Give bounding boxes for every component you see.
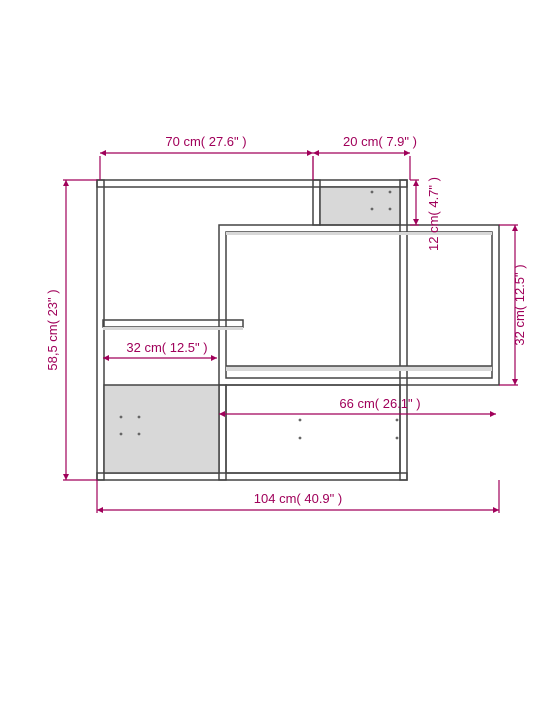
dimension-h585: 58,5 cm( 23" ) <box>45 180 97 480</box>
dimension-label: 70 cm( 27.6" ) <box>165 134 246 149</box>
dowel-dot <box>299 437 302 440</box>
dowel-dot <box>396 419 399 422</box>
dimension-w66: 66 cm( 26.1" ) <box>219 396 496 414</box>
dowel-dot <box>299 419 302 422</box>
dimension-h32: 32 cm( 12.5" ) <box>499 225 527 385</box>
dimension-label: 12 cm( 4.7" ) <box>426 177 441 251</box>
dimension-label: 32 cm( 12.5" ) <box>512 264 527 345</box>
dowel-dot <box>389 208 392 211</box>
dowel-dot <box>371 191 374 194</box>
dimension-h12: 12 cm( 4.7" ) <box>410 177 441 251</box>
dowel-dot <box>138 433 141 436</box>
dowel-dot <box>389 191 392 194</box>
dowel-dot <box>396 437 399 440</box>
dimension-w70: 70 cm( 27.6" ) <box>100 134 313 180</box>
dowel-dot <box>120 433 123 436</box>
dimension-w20: 20 cm( 7.9" ) <box>313 134 417 180</box>
dimension-label: 104 cm( 40.9" ) <box>254 491 342 506</box>
dimension-w32: 32 cm( 12.5" ) <box>103 340 217 358</box>
dimension-w104: 104 cm( 40.9" ) <box>97 480 499 513</box>
dimension-label: 32 cm( 12.5" ) <box>126 340 207 355</box>
dimension-label: 20 cm( 7.9" ) <box>343 134 417 149</box>
dimension-diagram: 70 cm( 27.6" ) 20 cm( 7.9" ) 12 cm( 4.7" )… <box>0 0 540 720</box>
dowel-dot <box>120 416 123 419</box>
dimension-label: 66 cm( 26.1" ) <box>339 396 420 411</box>
dowel-dot <box>138 416 141 419</box>
dimension-label: 58,5 cm( 23" ) <box>45 289 60 370</box>
dowel-dot <box>371 208 374 211</box>
